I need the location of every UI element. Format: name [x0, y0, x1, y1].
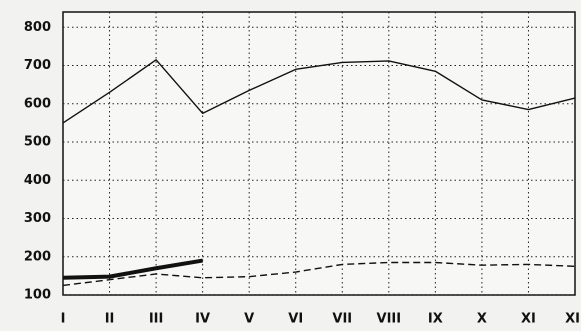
- plot-frame: [62, 11, 576, 296]
- y-tick-label: 100: [24, 288, 51, 303]
- y-tick-label: 800: [24, 20, 51, 35]
- x-tick-label: VIII: [377, 312, 402, 327]
- y-tick-label: 700: [24, 58, 51, 73]
- series-line: [62, 261, 576, 287]
- x-tick-label: XI: [521, 312, 536, 327]
- x-tick-label: II: [105, 312, 115, 327]
- x-tick-label: V: [244, 312, 254, 327]
- x-tick-label: IV: [195, 312, 210, 327]
- series-line: [62, 258, 203, 280]
- y-tick-label: 400: [24, 173, 51, 188]
- y-tick-label: 300: [24, 211, 51, 226]
- x-tick-label: III: [149, 312, 164, 327]
- y-tick-label: 600: [24, 96, 51, 111]
- x-tick-label: X: [477, 312, 487, 327]
- x-tick-label: XII: [565, 312, 581, 327]
- y-tick-label: 200: [24, 249, 51, 264]
- y-tick-label: 500: [24, 135, 51, 150]
- series-line: [62, 59, 576, 124]
- x-tick-label: IX: [428, 312, 443, 327]
- x-tick-label: VI: [288, 312, 303, 327]
- x-tick-label: I: [61, 312, 66, 327]
- x-tick-label: VII: [332, 312, 352, 327]
